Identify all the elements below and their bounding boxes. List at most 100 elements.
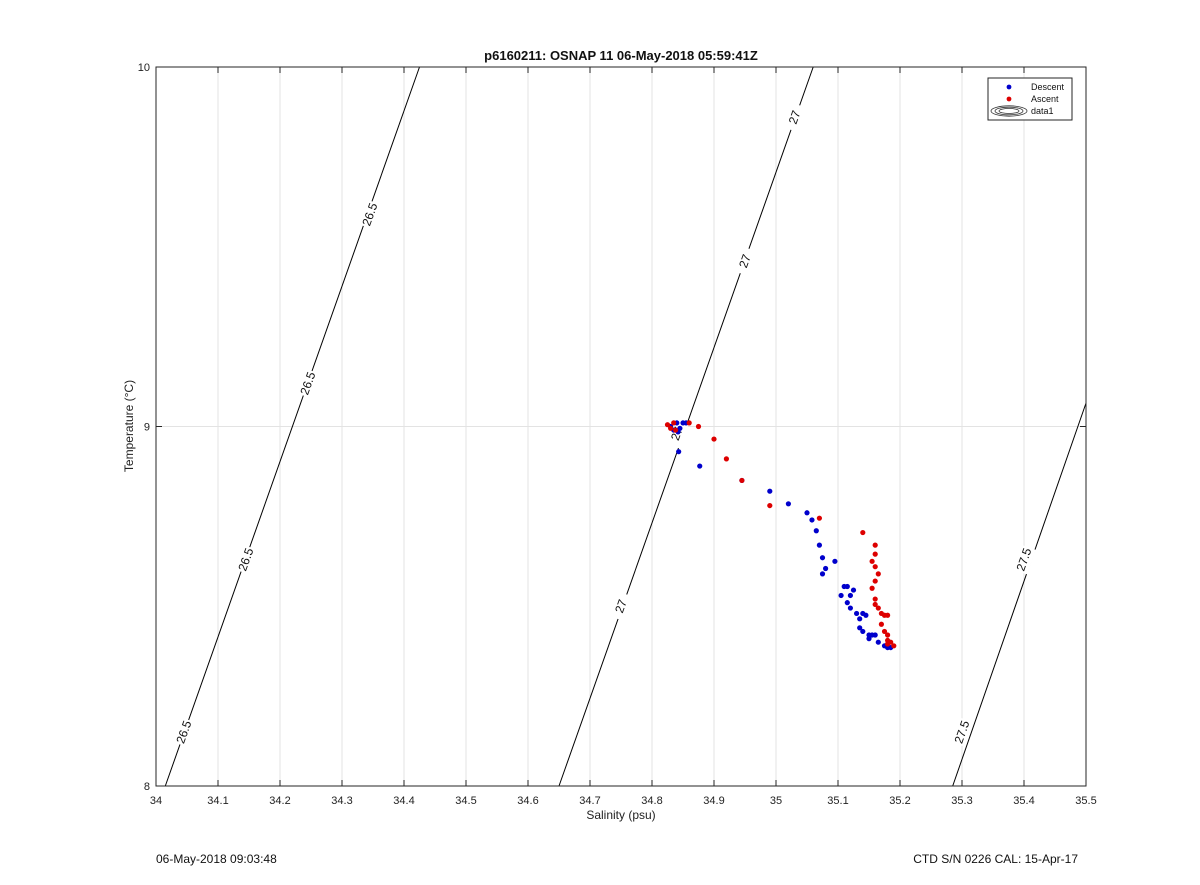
x-tick-label: 35.1 bbox=[827, 795, 848, 807]
point-descent bbox=[875, 639, 881, 645]
point-descent bbox=[804, 510, 810, 516]
x-tick-label: 34.7 bbox=[579, 795, 600, 807]
point-descent bbox=[785, 501, 792, 507]
point-ascent bbox=[672, 427, 679, 433]
point-descent bbox=[819, 571, 826, 577]
point-ascent bbox=[872, 564, 878, 570]
point-descent bbox=[813, 528, 819, 534]
contour-label-bg bbox=[358, 199, 382, 230]
point-ascent bbox=[891, 643, 897, 649]
x-tick-label: 34.4 bbox=[393, 795, 414, 807]
contour-label-bg bbox=[782, 102, 807, 133]
x-axis-label: Salinity (psu) bbox=[586, 808, 655, 822]
contour-label: 27 bbox=[612, 597, 630, 615]
point-descent bbox=[850, 587, 857, 593]
point-ascent bbox=[671, 420, 677, 426]
x-tick-label: 35.4 bbox=[1013, 795, 1034, 807]
chart-title: p6160211: OSNAP 11 06-May-2018 05:59:41Z bbox=[484, 48, 758, 63]
x-tick-label: 35 bbox=[770, 795, 782, 807]
x-tick-label: 35.5 bbox=[1075, 795, 1096, 807]
point-ascent bbox=[668, 425, 674, 431]
contour-label-bg bbox=[172, 717, 196, 747]
contour-line-26.5 bbox=[164, 66, 420, 787]
point-descent bbox=[860, 628, 866, 635]
contour-label: 26.5 bbox=[359, 201, 380, 228]
contour-label: 26.5 bbox=[235, 546, 256, 573]
point-descent bbox=[872, 632, 878, 638]
contour-label-bg bbox=[733, 246, 757, 277]
contour-label: 27 bbox=[736, 252, 754, 270]
legend-label: Ascent bbox=[1031, 94, 1059, 104]
y-tick-label: 10 bbox=[138, 62, 150, 74]
contour-label: 26.5 bbox=[297, 370, 318, 397]
data-points bbox=[664, 420, 897, 651]
x-tick-label: 35.2 bbox=[889, 795, 910, 807]
point-descent bbox=[847, 605, 854, 611]
point-ascent bbox=[872, 578, 878, 584]
point-ascent bbox=[860, 529, 866, 536]
point-descent bbox=[676, 449, 682, 455]
legend-label: Descent bbox=[1031, 82, 1065, 92]
point-ascent bbox=[881, 628, 888, 635]
point-ascent bbox=[875, 571, 881, 577]
point-ascent bbox=[695, 423, 702, 430]
x-tick-label: 34.6 bbox=[517, 795, 538, 807]
legend-label: data1 bbox=[1031, 106, 1054, 116]
point-descent bbox=[844, 583, 850, 590]
point-ascent bbox=[869, 585, 875, 591]
x-tick-label: 34.2 bbox=[269, 795, 290, 807]
point-ascent bbox=[878, 621, 885, 627]
point-descent bbox=[816, 542, 823, 548]
legend-marker-ascent bbox=[1006, 96, 1012, 102]
legend-contour-icon bbox=[998, 108, 1020, 114]
x-tick-label: 34.9 bbox=[703, 795, 724, 807]
point-descent bbox=[866, 636, 872, 642]
point-ascent bbox=[816, 515, 823, 521]
point-ascent bbox=[686, 420, 692, 426]
contour-label-bg bbox=[1012, 544, 1036, 575]
contour-label-bg bbox=[234, 544, 258, 575]
legend-contour-icon bbox=[994, 106, 1024, 116]
point-descent bbox=[863, 612, 869, 618]
contour-line-27.5 bbox=[952, 402, 1087, 787]
ctd-calibration-info: CTD S/N 0226 CAL: 15-Apr-17 bbox=[913, 852, 1078, 866]
point-ascent bbox=[711, 436, 717, 442]
axis-ticks: 34 34.1 34.2 34.3 34.4 34.5 34.6 34.7 34.8 34.9 35… bbox=[138, 62, 1097, 807]
print-timestamp: 06-May-2018 09:03:48 bbox=[156, 852, 277, 866]
contour-label-bg bbox=[609, 591, 633, 622]
x-tick-label: 34.5 bbox=[455, 795, 476, 807]
point-ascent bbox=[872, 601, 878, 608]
contour-label: 26.5 bbox=[173, 718, 194, 745]
x-tick-label: 34 bbox=[150, 795, 162, 807]
legend-marker-descent bbox=[1006, 84, 1012, 90]
point-descent bbox=[857, 616, 863, 622]
point-ascent bbox=[885, 641, 891, 647]
point-ascent bbox=[723, 456, 730, 462]
contour-label-bg bbox=[296, 368, 320, 399]
point-descent bbox=[844, 600, 850, 606]
point-descent bbox=[809, 517, 815, 523]
point-ascent bbox=[872, 542, 878, 548]
contour-label-bg bbox=[950, 717, 974, 747]
point-descent bbox=[767, 488, 773, 494]
point-ascent bbox=[664, 422, 671, 428]
point-ascent bbox=[872, 551, 878, 557]
y-tick-label: 9 bbox=[144, 422, 150, 434]
point-descent bbox=[819, 555, 826, 561]
point-descent bbox=[823, 565, 829, 572]
legend: Descent Ascent data1 bbox=[987, 77, 1073, 121]
point-ascent bbox=[885, 632, 891, 638]
grid-lines bbox=[155, 66, 1087, 787]
point-ascent bbox=[885, 612, 891, 618]
point-ascent bbox=[872, 596, 878, 602]
point-descent bbox=[838, 592, 844, 599]
y-tick-label: 8 bbox=[144, 781, 150, 793]
legend-contour-icon bbox=[990, 105, 1028, 117]
y-axis-label: Temperature (°C) bbox=[122, 380, 136, 472]
point-descent bbox=[697, 463, 703, 469]
point-descent bbox=[857, 625, 863, 631]
x-tick-label: 34.3 bbox=[331, 795, 352, 807]
point-ascent bbox=[869, 558, 875, 564]
point-ascent bbox=[875, 605, 881, 611]
isopycnal-contours: 26.526.526.526.52727272727.527.5 bbox=[164, 66, 1087, 787]
